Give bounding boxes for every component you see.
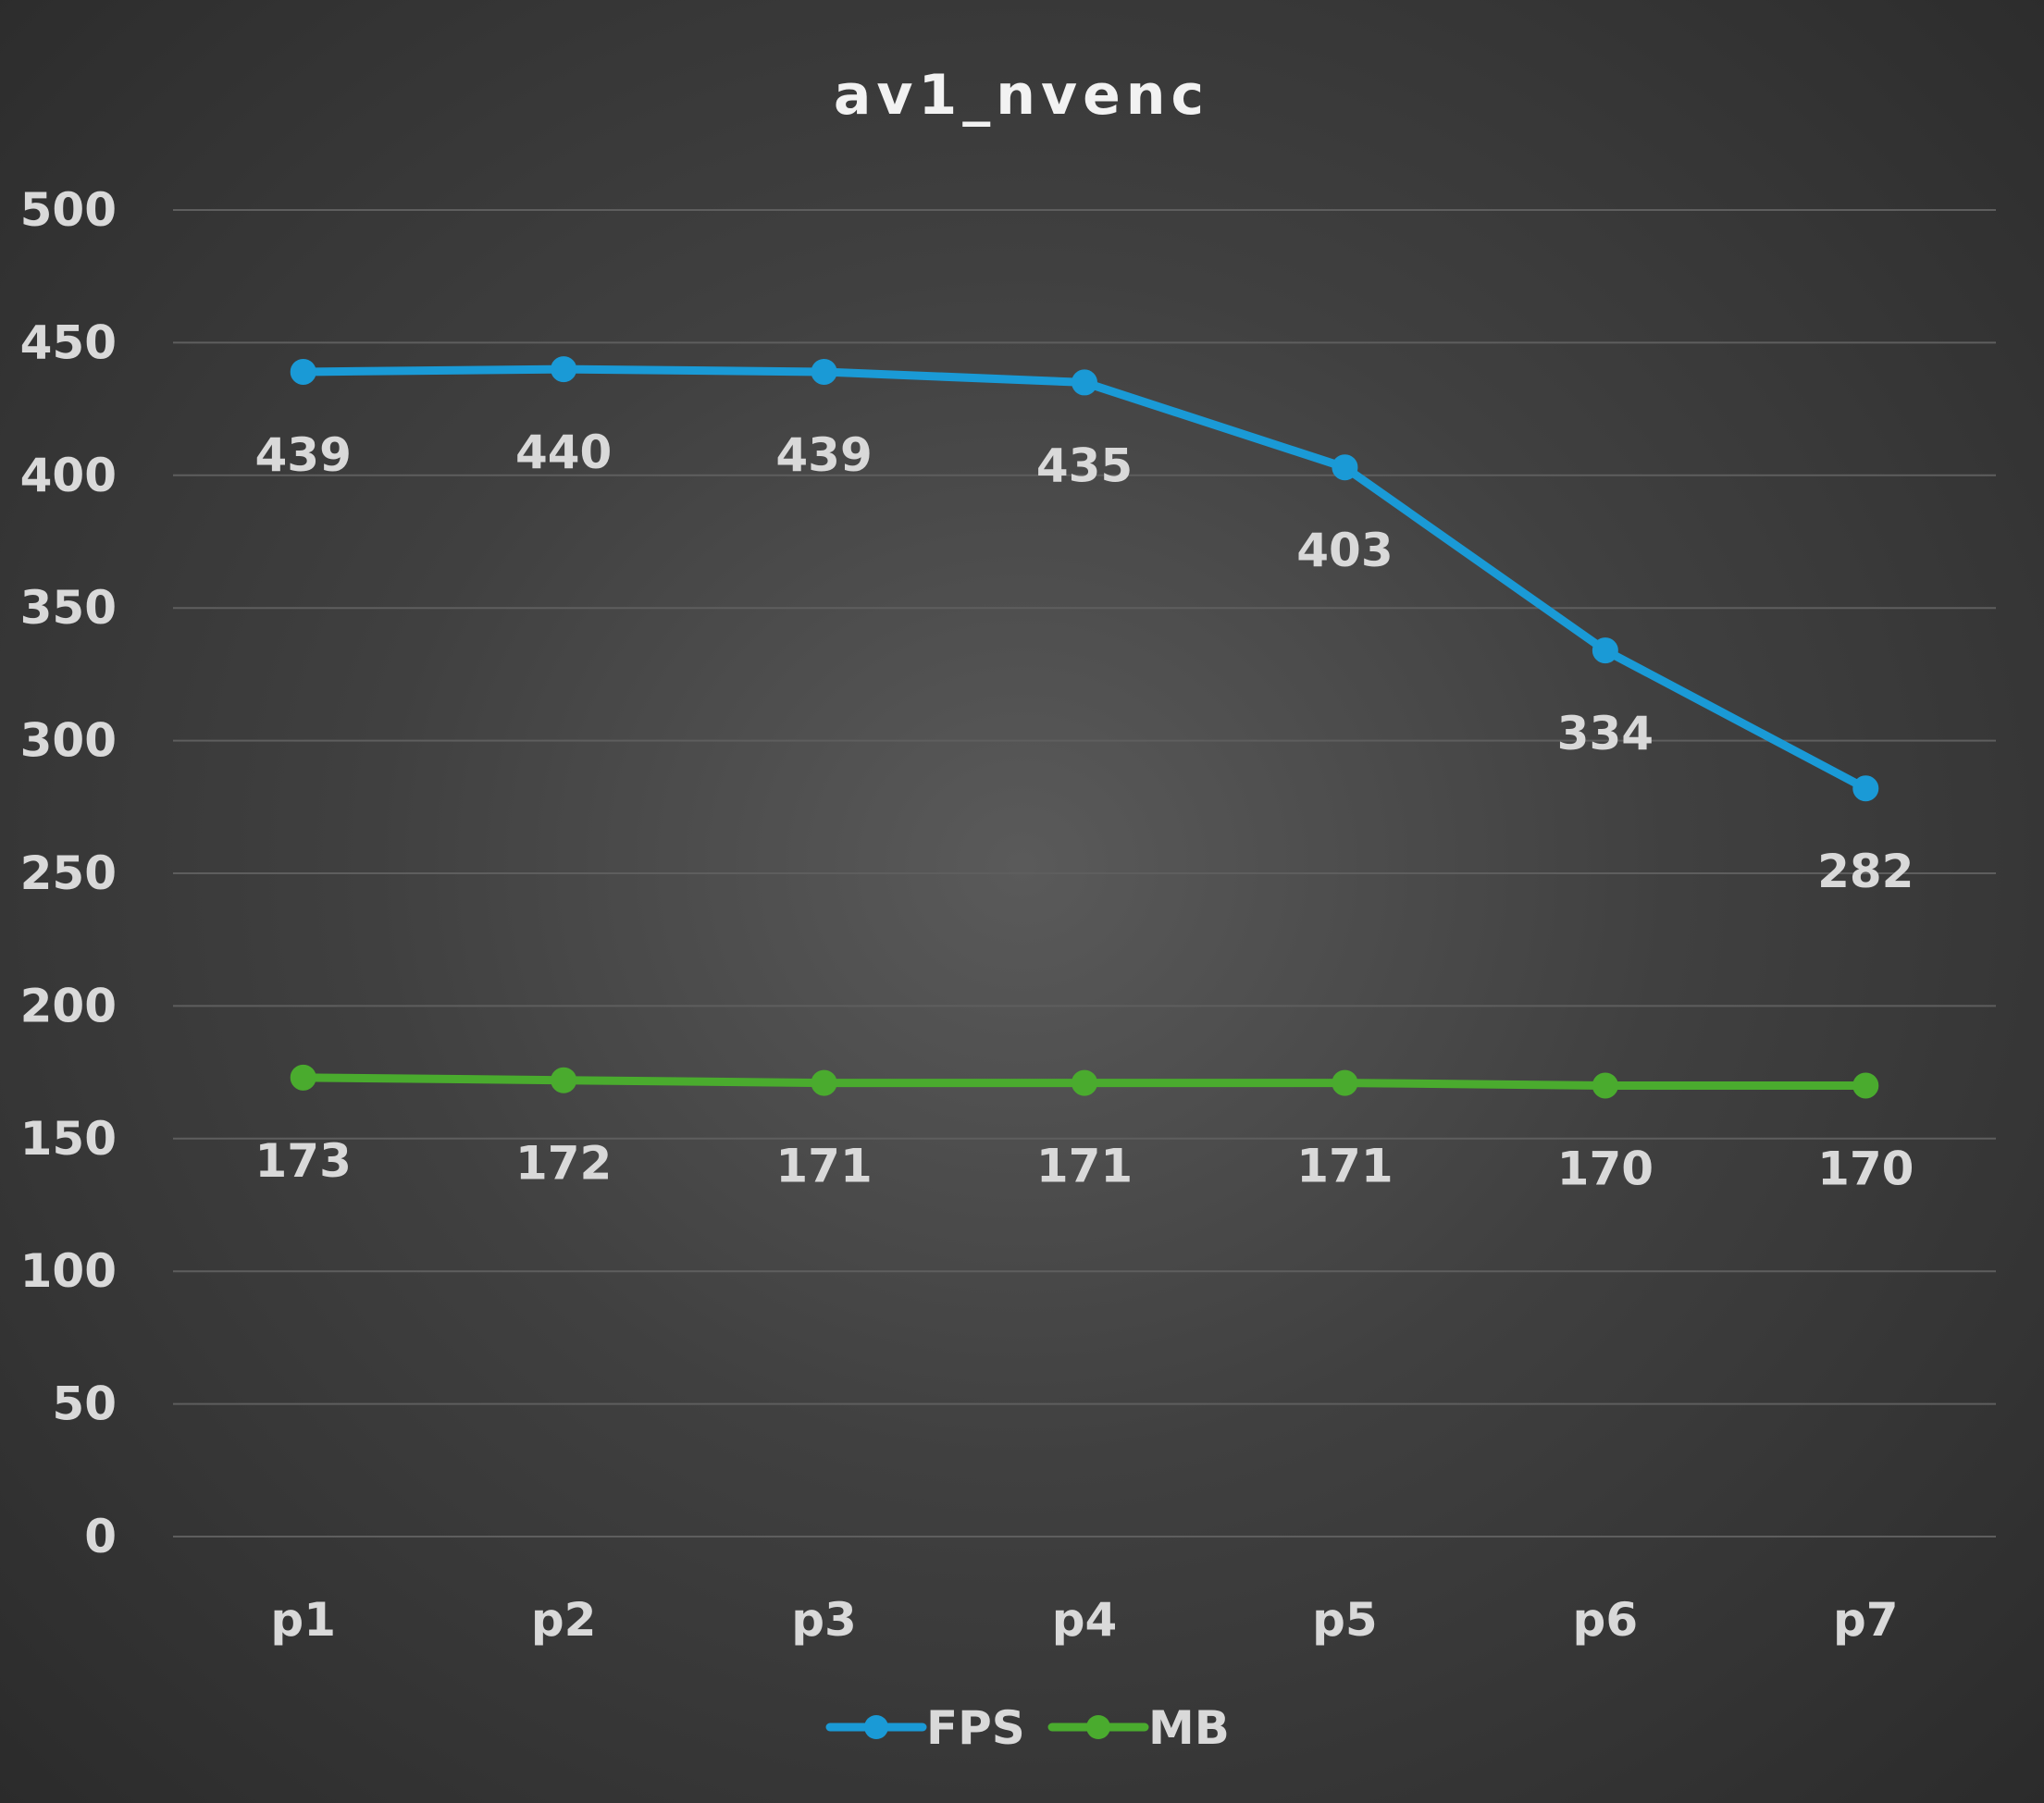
mb-data-label-p4: 171	[1036, 1140, 1133, 1193]
x-tick-label-p4: p4	[1052, 1593, 1118, 1647]
fps-data-label-p4: 435	[1036, 438, 1133, 492]
fps-data-label-p1: 439	[255, 428, 352, 482]
mb-point-p3	[811, 1069, 837, 1096]
y-tick-label-400: 400	[20, 449, 117, 502]
fps-data-label-p6: 334	[1557, 707, 1654, 760]
fps-point-p2	[551, 356, 577, 383]
x-tick-label-p2: p2	[531, 1593, 597, 1647]
fps-data-label-p3: 439	[775, 428, 872, 482]
x-tick-label-p5: p5	[1312, 1593, 1378, 1647]
y-tick-label-300: 300	[20, 714, 117, 768]
fps-point-p3	[811, 358, 837, 385]
mb-data-label-p7: 170	[1817, 1142, 1914, 1195]
legend-label-mb: MB	[1148, 1701, 1230, 1755]
y-axis-tick-labels: 0 50 100 150 200 250 300 350 400 450 500	[20, 183, 117, 1563]
series-mb: 173 172 171 171 171 170 170	[255, 1064, 1914, 1195]
mb-data-label-p5: 171	[1296, 1140, 1393, 1193]
mb-point-p2	[551, 1067, 577, 1093]
legend-label-fps: FPS	[926, 1701, 1025, 1755]
y-tick-label-350: 350	[20, 581, 117, 635]
chart-title: av1_nvenc	[834, 63, 1209, 128]
fps-data-label-p7: 282	[1817, 845, 1914, 898]
mb-point-p1	[290, 1064, 316, 1091]
fps-point-p7	[1852, 775, 1879, 802]
y-tick-label-500: 500	[20, 183, 117, 237]
fps-data-label-p5: 403	[1296, 524, 1393, 577]
fps-point-p6	[1592, 637, 1618, 664]
mb-data-label-p2: 172	[515, 1137, 612, 1191]
mb-point-p6	[1592, 1072, 1618, 1099]
y-tick-label-100: 100	[20, 1244, 117, 1298]
mb-point-p4	[1072, 1069, 1097, 1096]
mb-point-p7	[1852, 1072, 1879, 1099]
fps-point-p1	[290, 358, 316, 385]
mb-data-label-p1: 173	[255, 1134, 352, 1188]
y-tick-label-150: 150	[20, 1112, 117, 1166]
y-tick-label-250: 250	[20, 846, 117, 900]
y-tick-label-50: 50	[52, 1377, 117, 1431]
x-tick-label-p3: p3	[791, 1593, 857, 1647]
legend-marker-fps	[864, 1715, 888, 1739]
mb-data-label-p6: 170	[1557, 1142, 1654, 1195]
y-tick-label-450: 450	[20, 315, 117, 369]
legend: FPS MB	[825, 1701, 1230, 1755]
legend-item-mb: MB	[1047, 1701, 1230, 1755]
x-axis-tick-labels: p1 p2 p3 p4 p5 p6 p7	[270, 1593, 1898, 1647]
legend-marker-mb	[1086, 1715, 1110, 1739]
gridlines	[173, 209, 1996, 1537]
y-tick-label-0: 0	[84, 1510, 117, 1563]
mb-point-p5	[1332, 1069, 1358, 1096]
fps-point-p4	[1072, 369, 1097, 396]
legend-item-fps: FPS	[825, 1701, 1025, 1755]
y-tick-label-200: 200	[20, 979, 117, 1032]
x-tick-label-p1: p1	[270, 1593, 336, 1647]
series-fps: 439 440 439 435 403 334 282	[255, 356, 1914, 898]
mb-data-label-p3: 171	[775, 1140, 872, 1193]
x-tick-label-p7: p7	[1833, 1593, 1899, 1647]
fps-data-label-p2: 440	[515, 426, 612, 479]
fps-point-p5	[1332, 454, 1358, 481]
x-tick-label-p6: p6	[1573, 1593, 1639, 1647]
